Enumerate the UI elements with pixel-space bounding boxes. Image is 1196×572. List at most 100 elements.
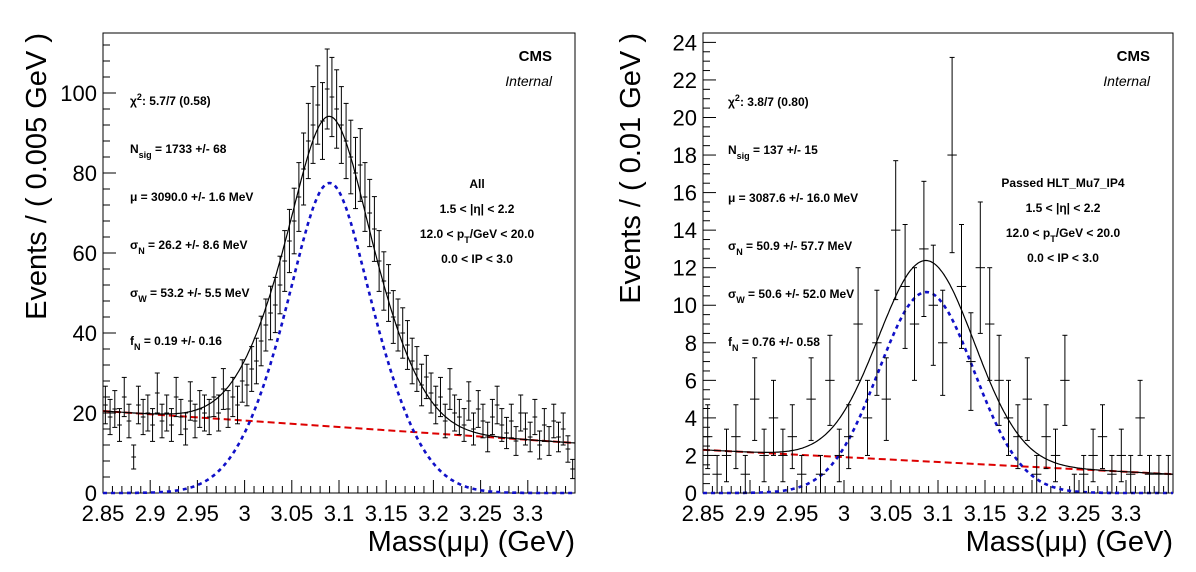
data-point xyxy=(409,337,415,385)
y-tick-label: 14 xyxy=(673,218,697,243)
data-point xyxy=(107,398,113,436)
data-point xyxy=(1069,473,1079,494)
data-point xyxy=(862,379,873,456)
data-point xyxy=(244,363,250,407)
text-part: 12.0 < p xyxy=(1006,226,1050,240)
y-tick-label: 6 xyxy=(685,368,697,393)
data-point xyxy=(225,390,231,428)
data-point xyxy=(900,224,910,349)
data-point xyxy=(881,357,891,441)
data-point xyxy=(173,376,179,418)
text-part: σ xyxy=(130,286,138,300)
y-axis-title: Events / ( 0.005 GeV ) xyxy=(21,33,53,320)
x-tick-label: 3 xyxy=(238,501,250,526)
data-point xyxy=(102,385,108,425)
y-tick-label: 40 xyxy=(73,321,97,346)
data-point xyxy=(527,421,533,453)
text-part: /GeV < 20.0 xyxy=(1056,226,1121,240)
text-part: = 0.76 +/- 0.58 xyxy=(739,335,821,349)
data-point xyxy=(154,372,160,414)
data-point xyxy=(518,394,524,432)
data-point xyxy=(966,312,976,411)
total-fit-curve xyxy=(702,259,1173,475)
data-point xyxy=(140,398,146,436)
data-point xyxy=(825,334,835,426)
data-point xyxy=(778,428,788,483)
text-part: N xyxy=(728,143,737,157)
data-point xyxy=(206,398,212,436)
y-tick-label: 22 xyxy=(673,68,697,93)
fit-stat-label: χ2: 3.8/7 (0.80) xyxy=(728,93,809,109)
data-point xyxy=(570,458,576,480)
data-point xyxy=(437,376,443,418)
text-part: 1.5 < |η| < 2.2 xyxy=(1026,201,1101,215)
selection-label: 12.0 < pT/GeV < 20.0 xyxy=(1006,226,1121,244)
x-tick-label: 3.1 xyxy=(324,501,355,526)
data-point xyxy=(475,390,481,428)
text-part: = 53.2 +/- 5.5 MeV xyxy=(147,286,250,300)
fit-stat-label: σN = 26.2 +/- 8.6 MeV xyxy=(130,238,247,256)
text-part: : 3.8/7 (0.80) xyxy=(740,95,809,109)
text-part: f xyxy=(130,334,135,348)
selection-label: All xyxy=(469,177,484,191)
text-part: = 0.19 +/- 0.16 xyxy=(141,334,223,348)
text-part: = 137 +/- 15 xyxy=(750,143,818,157)
data-point xyxy=(428,372,434,414)
data-point xyxy=(334,69,340,149)
text-subscript: N xyxy=(138,246,145,256)
data-point xyxy=(956,224,967,349)
fit-stat-label: σW = 53.2 +/- 5.5 MeV xyxy=(130,286,249,304)
fit-stat-label: fN = 0.19 +/- 0.16 xyxy=(130,334,222,352)
data-point xyxy=(560,412,566,446)
fit-stat-label: Nsig = 137 +/- 15 xyxy=(728,143,818,161)
data-point xyxy=(404,320,410,370)
x-tick-label: 3.2 xyxy=(418,501,449,526)
x-axis-title: Mass(μμ) (GeV) xyxy=(966,526,1173,558)
cms-label: CMS xyxy=(1117,48,1150,65)
selection-label: 1.5 < |η| < 2.2 xyxy=(1026,201,1101,215)
fit-stat-label: σW = 50.6 +/- 52.0 MeV xyxy=(728,287,854,305)
x-axis-title: Mass(μμ) (GeV) xyxy=(368,526,575,558)
text-part: μ xyxy=(130,190,137,204)
text-subscript: N xyxy=(732,343,739,353)
x-tick-label: 3.05 xyxy=(270,501,313,526)
data-point xyxy=(442,403,448,439)
data-point xyxy=(452,394,458,432)
data-point xyxy=(258,315,264,367)
data-point xyxy=(291,187,297,255)
y-tick-label: 60 xyxy=(73,241,97,266)
signal-fit-curve xyxy=(103,181,575,495)
data-point xyxy=(211,376,217,418)
internal-label: Internal xyxy=(1103,73,1151,89)
y-tick-label: 16 xyxy=(673,181,697,206)
text-part: = 50.6 +/- 52.0 MeV xyxy=(745,287,854,301)
data-point xyxy=(768,379,779,456)
y-tick-label: 20 xyxy=(673,105,697,130)
selection-label: 0.0 < IP < 3.0 xyxy=(1027,251,1099,265)
data-point xyxy=(537,430,543,460)
data-point xyxy=(1126,454,1136,494)
x-tick-label: 2.9 xyxy=(735,501,766,526)
data-point xyxy=(919,180,929,318)
data-point xyxy=(551,403,557,439)
data-point xyxy=(712,454,722,494)
text-subscript: sig xyxy=(737,151,750,161)
cms-label: CMS xyxy=(519,48,552,65)
data-point xyxy=(1013,404,1023,470)
text-part: = 3090.0 +/- 1.6 MeV xyxy=(137,190,253,204)
data-point xyxy=(117,408,123,442)
data-point xyxy=(834,428,844,483)
data-point xyxy=(513,426,519,456)
text-part: μ xyxy=(728,191,735,205)
x-tick-label: 3.25 xyxy=(459,501,502,526)
data-point xyxy=(1060,334,1070,426)
text-part: χ xyxy=(130,94,137,108)
selection-label: 1.5 < |η| < 2.2 xyxy=(440,202,515,216)
x-tick-label: 3.25 xyxy=(1058,501,1101,526)
text-part: χ xyxy=(728,95,735,109)
data-point xyxy=(381,251,387,311)
data-point xyxy=(994,334,1004,426)
data-point xyxy=(1088,428,1098,483)
data-point xyxy=(305,102,311,180)
data-point xyxy=(489,398,495,436)
